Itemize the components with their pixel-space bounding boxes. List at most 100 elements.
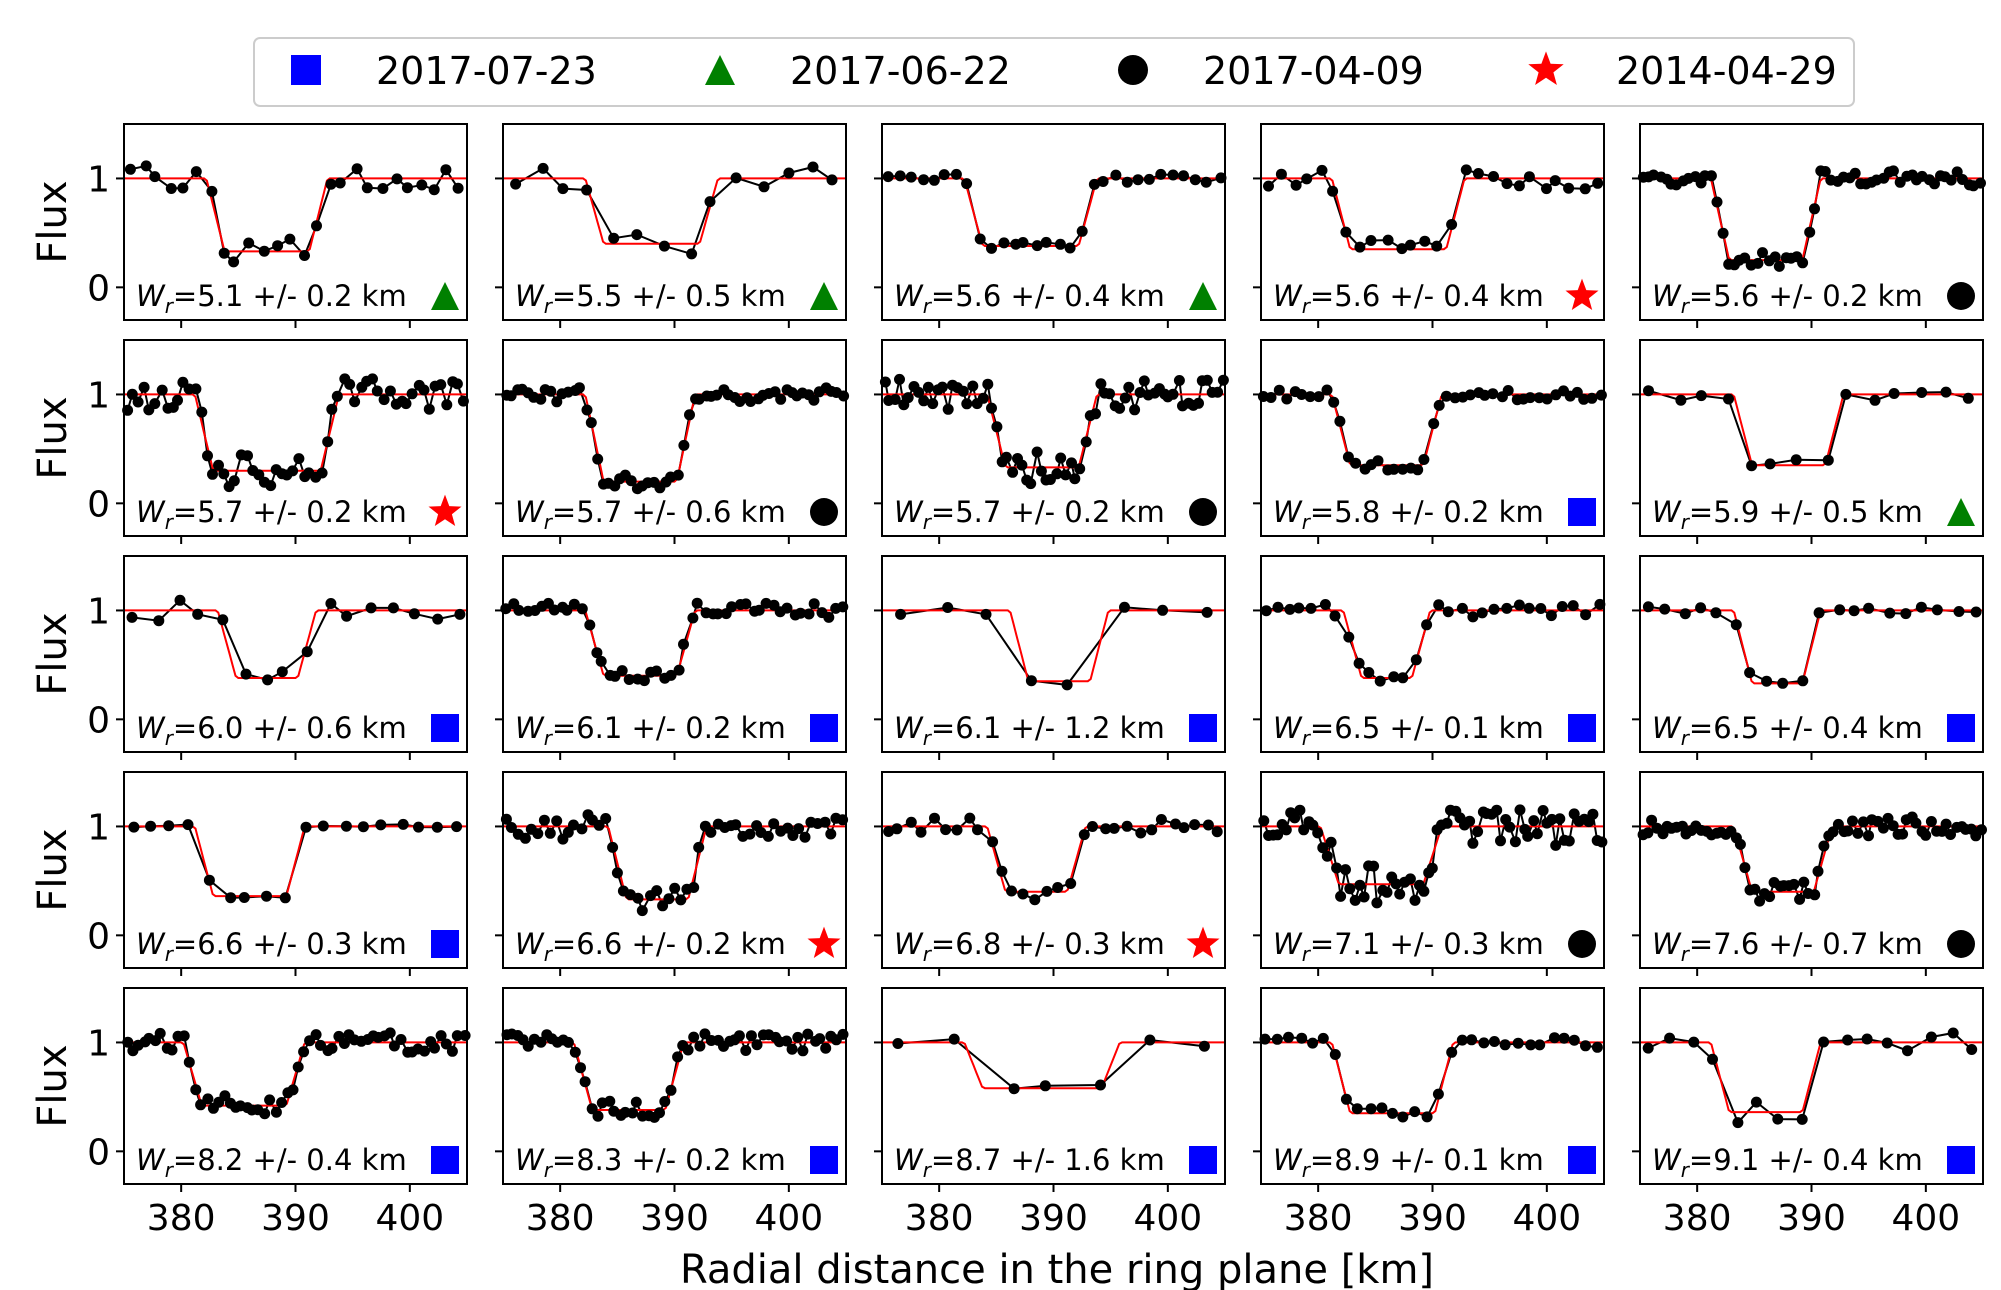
data-point bbox=[1558, 1032, 1570, 1044]
data-point bbox=[1170, 818, 1181, 830]
data-point bbox=[1739, 862, 1751, 874]
panel: Wr=6.8 +/- 0.3 km bbox=[874, 771, 1226, 976]
data-point bbox=[820, 1042, 832, 1054]
data-point bbox=[1813, 607, 1825, 619]
data-point bbox=[1296, 1032, 1308, 1044]
data-point bbox=[1705, 170, 1717, 182]
x-axis-label: Radial distance in the ring plane [km] bbox=[680, 1247, 1434, 1290]
width-annotation: Wr=8.9 +/- 0.1 km bbox=[1273, 1143, 1544, 1182]
data-point bbox=[243, 237, 255, 249]
data-point bbox=[367, 373, 378, 385]
width-annotation: Wr=6.6 +/- 0.2 km bbox=[515, 927, 786, 966]
data-point bbox=[207, 468, 218, 480]
data-point bbox=[819, 816, 831, 828]
data-line bbox=[1648, 389, 1969, 467]
y-axis-label: Flux bbox=[30, 180, 76, 263]
data-point bbox=[902, 392, 914, 404]
data-point bbox=[1966, 1044, 1978, 1055]
data-point bbox=[1260, 605, 1272, 617]
data-point bbox=[631, 229, 643, 241]
data-point bbox=[740, 1045, 752, 1056]
model-line bbox=[503, 393, 846, 483]
data-point bbox=[1146, 824, 1158, 836]
data-point bbox=[1327, 185, 1339, 197]
data-point bbox=[1440, 390, 1452, 402]
panel: Wr=5.7 +/- 0.6 km bbox=[495, 339, 850, 544]
panel: Wr=6.6 +/- 0.2 km bbox=[495, 771, 849, 976]
data-point bbox=[1321, 850, 1333, 862]
x-tick-label: 390 bbox=[640, 1198, 709, 1239]
data-point bbox=[317, 820, 329, 832]
data-point bbox=[1138, 375, 1150, 387]
data-point bbox=[183, 1056, 195, 1068]
data-point bbox=[1695, 602, 1707, 614]
data-point bbox=[276, 1097, 288, 1108]
data-point bbox=[1189, 174, 1201, 186]
data-point bbox=[1916, 387, 1928, 398]
data-point bbox=[544, 827, 556, 839]
data-point bbox=[132, 396, 144, 408]
data-point bbox=[1546, 813, 1558, 825]
data-point bbox=[1910, 817, 1922, 829]
data-point bbox=[1863, 830, 1874, 842]
data-point bbox=[1066, 457, 1077, 469]
data-point bbox=[1580, 1040, 1591, 1052]
data-point bbox=[140, 160, 152, 172]
data-point bbox=[691, 597, 703, 609]
data-point bbox=[1869, 394, 1881, 406]
data-point bbox=[980, 608, 992, 620]
data-point bbox=[1460, 164, 1472, 176]
data-point bbox=[1812, 865, 1824, 877]
data-point bbox=[579, 1076, 591, 1088]
x-tick-label: 380 bbox=[526, 1198, 595, 1239]
data-point bbox=[1372, 455, 1384, 467]
model-line bbox=[503, 177, 846, 245]
data-point bbox=[686, 248, 698, 260]
legend-marker-star bbox=[1528, 51, 1564, 85]
data-point bbox=[153, 615, 165, 627]
y-axis-label: Flux bbox=[30, 1044, 76, 1127]
data-point bbox=[1953, 606, 1965, 617]
data-point bbox=[592, 453, 604, 465]
date-marker-square bbox=[431, 1146, 459, 1174]
data-point bbox=[595, 655, 607, 667]
data-point bbox=[665, 669, 677, 681]
width-annotation: Wr=6.5 +/- 0.4 km bbox=[1652, 711, 1923, 750]
data-point bbox=[675, 894, 687, 906]
data-point bbox=[325, 598, 337, 609]
data-point bbox=[1522, 830, 1534, 842]
model-line bbox=[1261, 393, 1604, 467]
data-point bbox=[122, 1036, 134, 1048]
data-point bbox=[1382, 234, 1394, 246]
data-point bbox=[616, 665, 628, 677]
data-point bbox=[311, 220, 322, 232]
data-point bbox=[753, 604, 765, 616]
data-point bbox=[961, 178, 973, 190]
data-point bbox=[1563, 182, 1575, 194]
data-point bbox=[915, 826, 927, 838]
data-point bbox=[177, 182, 189, 194]
data-point bbox=[126, 611, 138, 623]
data-point bbox=[808, 394, 820, 406]
data-point bbox=[325, 178, 337, 190]
data-point bbox=[775, 393, 787, 405]
data-point bbox=[1060, 469, 1072, 481]
data-point bbox=[1819, 166, 1831, 177]
data-point bbox=[1488, 171, 1499, 182]
data-point bbox=[279, 892, 291, 904]
model-line bbox=[1640, 1041, 1983, 1114]
data-point bbox=[1114, 402, 1126, 414]
x-tick-label: 390 bbox=[1398, 1198, 1467, 1239]
date-marker-triangle bbox=[431, 282, 459, 310]
data-point bbox=[1321, 384, 1333, 396]
data-point bbox=[922, 381, 934, 393]
data-point bbox=[1852, 827, 1864, 839]
data-point bbox=[967, 380, 979, 392]
data-point bbox=[1319, 599, 1331, 610]
data-line bbox=[1647, 1031, 1973, 1125]
data-point bbox=[838, 390, 850, 402]
data-point bbox=[428, 184, 440, 196]
date-marker-circle bbox=[810, 498, 838, 526]
data-point bbox=[1523, 602, 1535, 614]
data-point bbox=[928, 174, 940, 186]
